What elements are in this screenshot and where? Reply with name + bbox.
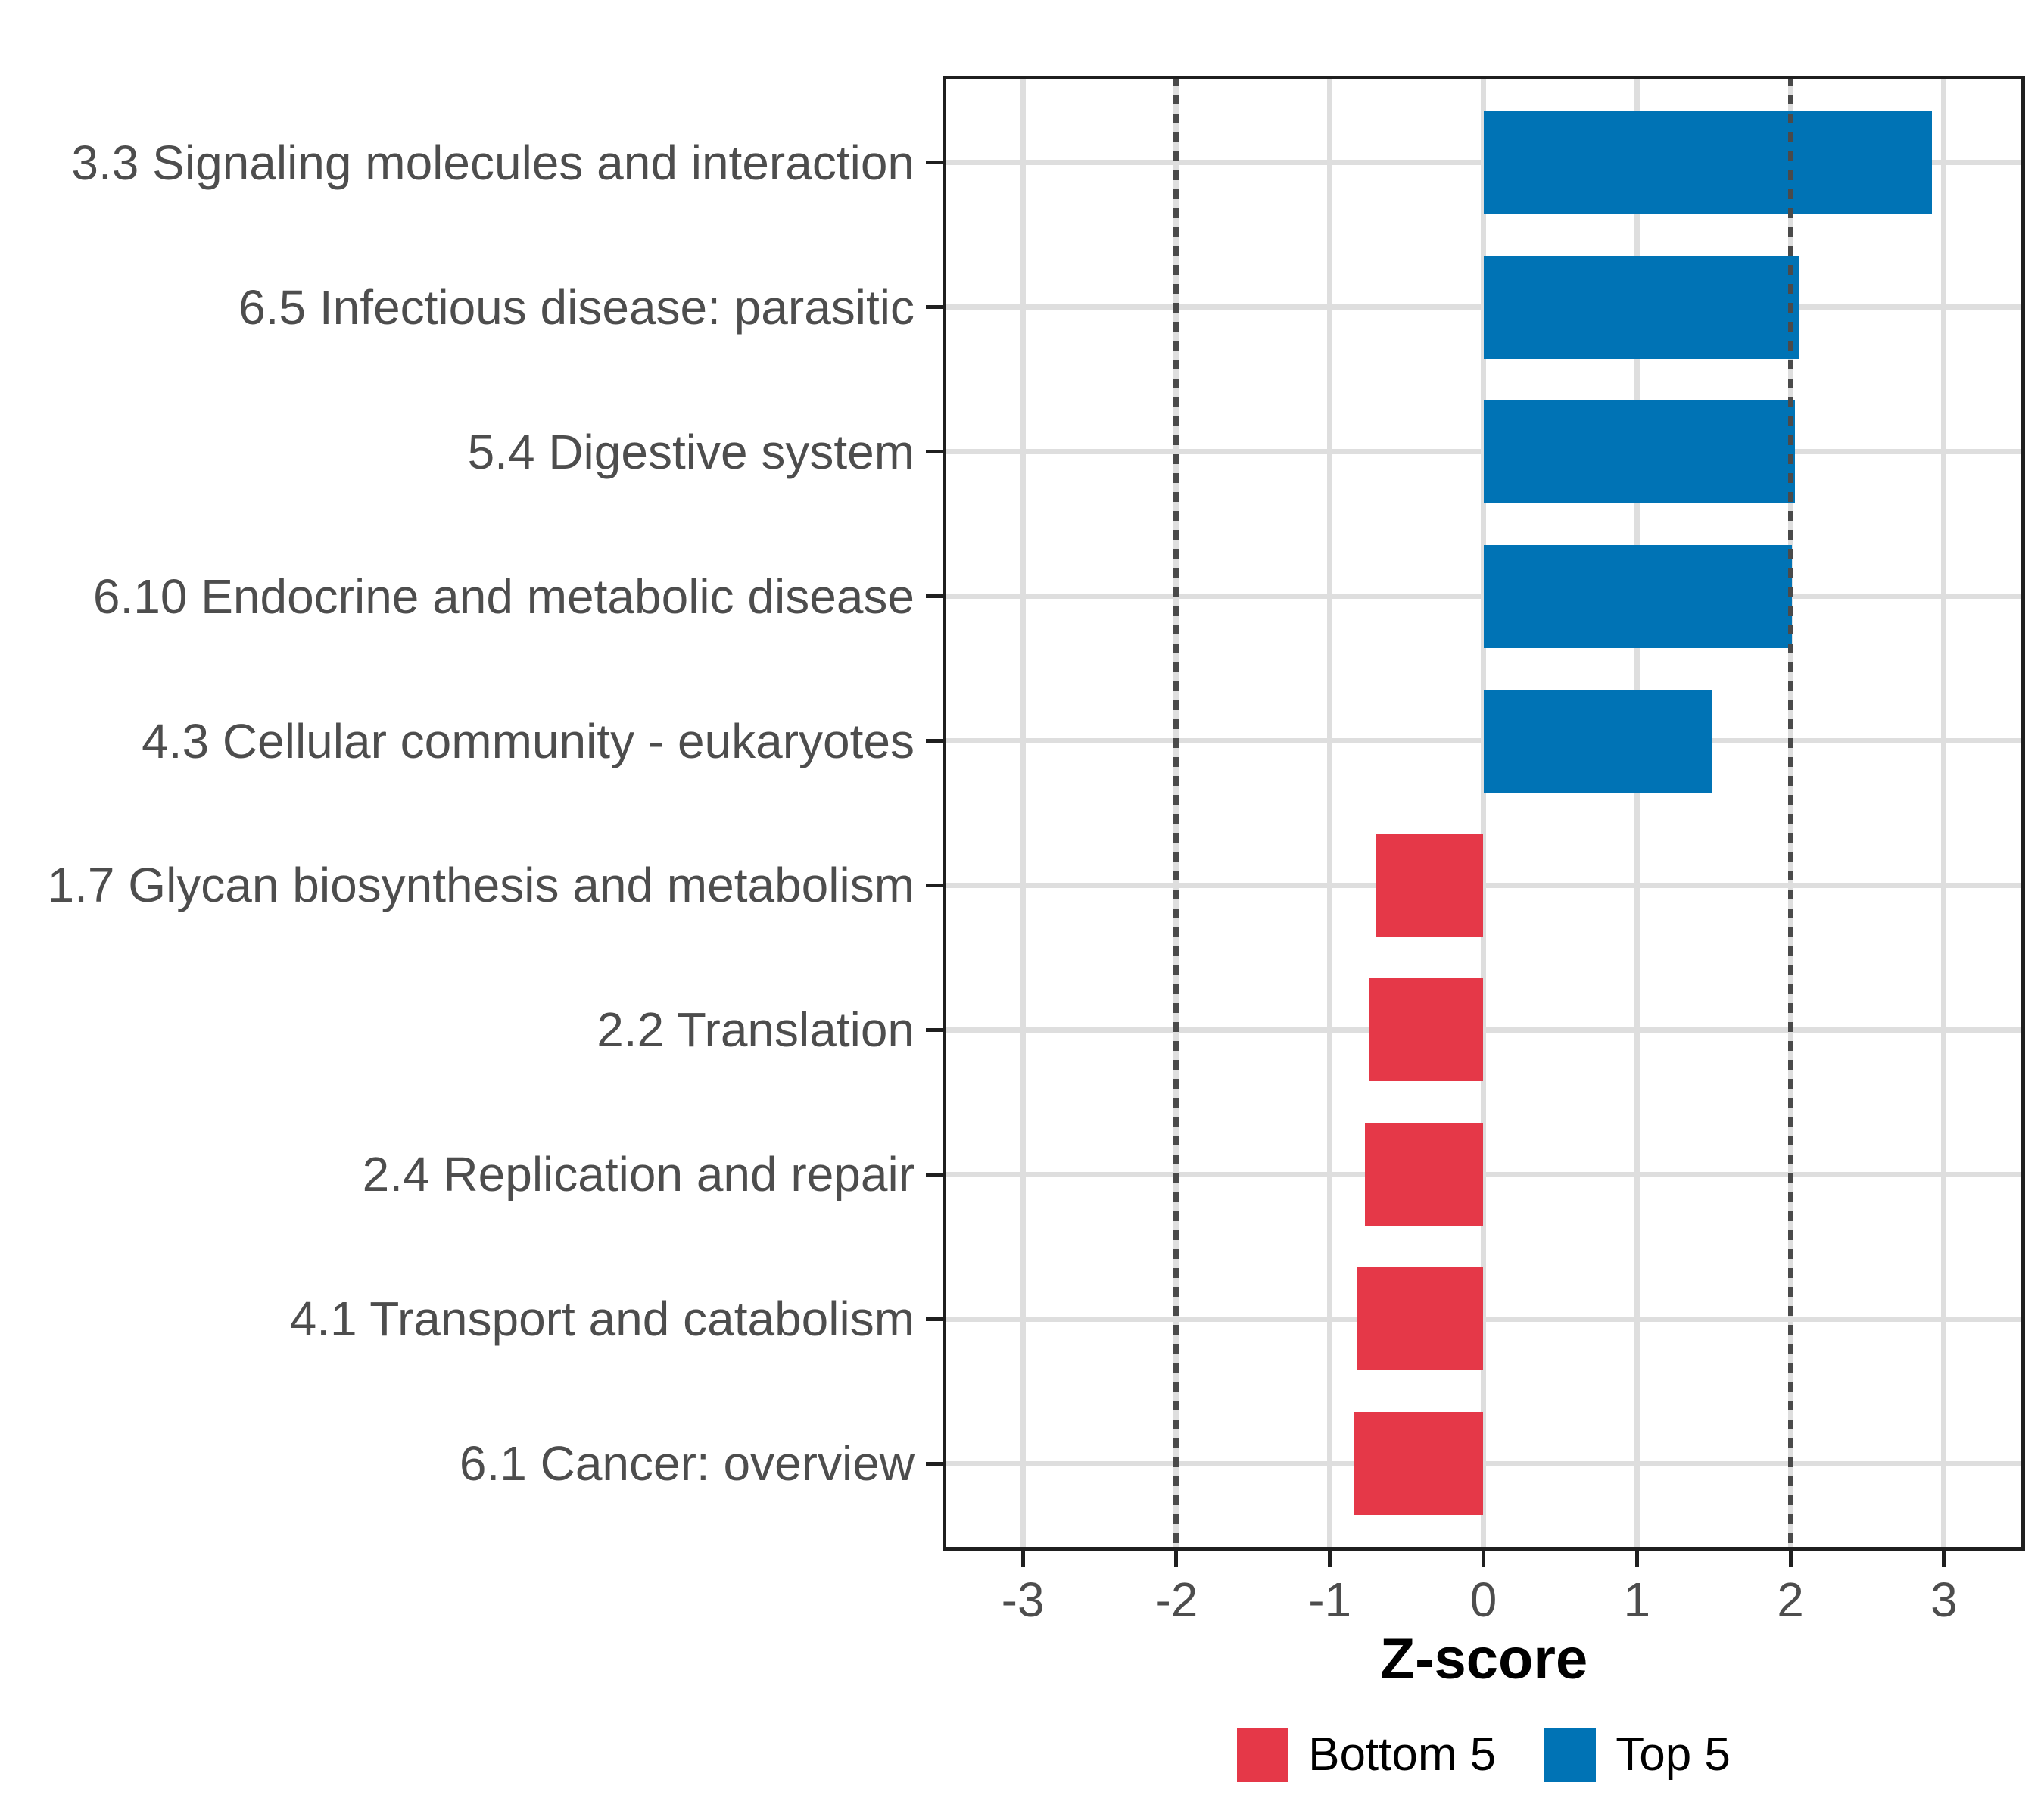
bar-bottom-5 — [1376, 834, 1484, 937]
y-axis-tick — [926, 594, 943, 599]
vertical-gridline — [1634, 76, 1640, 1551]
vertical-gridline — [1481, 76, 1486, 1551]
y-axis-tick — [926, 1461, 943, 1466]
x-axis-tick — [1174, 1551, 1179, 1567]
legend-item: Bottom 5 — [1237, 1727, 1497, 1782]
y-axis-tick — [926, 1172, 943, 1177]
bar-bottom-5 — [1357, 1267, 1484, 1371]
category-label: 6.5 Infectious disease: parasitic — [238, 279, 915, 335]
x-axis-tick-label: 2 — [1777, 1572, 1804, 1627]
reference-line — [1787, 76, 1793, 1551]
category-label: 2.4 Replication and repair — [362, 1147, 915, 1202]
legend-label: Bottom 5 — [1308, 1728, 1497, 1781]
x-axis-tick — [1634, 1551, 1639, 1567]
category-label: 3.3 Signaling molecules and interaction — [71, 135, 915, 190]
vertical-gridline — [1020, 76, 1026, 1551]
x-axis-tick — [1788, 1551, 1793, 1567]
category-label: 6.10 Endocrine and metabolic disease — [92, 569, 915, 624]
x-axis-tick-label: -3 — [1001, 1572, 1045, 1627]
bar-top-5 — [1483, 111, 1932, 214]
bar-bottom-5 — [1354, 1412, 1484, 1516]
x-axis-tick — [1482, 1551, 1485, 1567]
horizontal-gridline — [943, 1027, 2025, 1033]
bar-top-5 — [1483, 544, 1793, 648]
horizontal-gridline — [943, 1316, 2025, 1322]
y-axis-tick — [926, 1317, 943, 1321]
legend-swatch — [1237, 1727, 1289, 1782]
x-axis-tick-label: -2 — [1154, 1572, 1198, 1627]
x-axis-title: Z-score — [1379, 1627, 1588, 1691]
category-label: 2.2 Translation — [597, 1002, 915, 1058]
bar-top-5 — [1483, 689, 1712, 793]
horizontal-gridline — [943, 1171, 2025, 1177]
y-axis-tick — [926, 450, 943, 454]
x-axis-tick — [1328, 1551, 1332, 1567]
category-label: 4.1 Transport and catabolism — [289, 1292, 915, 1347]
bar-top-5 — [1483, 255, 1800, 359]
y-axis-tick — [926, 739, 943, 743]
plot-panel — [943, 76, 2025, 1551]
category-label: 4.3 Cellular community - eukaryotes — [142, 713, 915, 768]
x-axis-tick — [1942, 1551, 1946, 1567]
legend-swatch — [1544, 1727, 1597, 1782]
y-axis-tick — [926, 305, 943, 310]
bar-bottom-5 — [1365, 1123, 1484, 1226]
vertical-gridline — [1941, 76, 1947, 1551]
legend-label: Top 5 — [1616, 1728, 1731, 1781]
y-axis-tick — [926, 161, 943, 165]
category-label: 6.1 Cancer: overview — [459, 1436, 915, 1491]
legend: Bottom 5 Top 5 — [943, 1726, 2025, 1783]
x-axis-tick-label: 0 — [1469, 1572, 1497, 1627]
y-axis-tick — [926, 1027, 943, 1032]
x-axis-tick — [1020, 1551, 1025, 1567]
x-axis-tick-label: -1 — [1308, 1572, 1352, 1627]
reference-line — [1173, 76, 1179, 1551]
category-label: 5.4 Digestive system — [467, 424, 915, 479]
x-axis-tick-label: 3 — [1930, 1572, 1958, 1627]
x-axis-tick-label: 1 — [1623, 1572, 1651, 1627]
bar-bottom-5 — [1369, 978, 1484, 1082]
legend-item: Top 5 — [1544, 1727, 1731, 1782]
bar-top-5 — [1483, 400, 1796, 503]
horizontal-gridline — [943, 882, 2025, 888]
category-label: 1.7 Glycan biosynthesis and metabolism — [47, 858, 915, 913]
vertical-gridline — [1327, 76, 1333, 1551]
y-axis-tick — [926, 883, 943, 887]
horizontal-gridline — [943, 1460, 2025, 1466]
